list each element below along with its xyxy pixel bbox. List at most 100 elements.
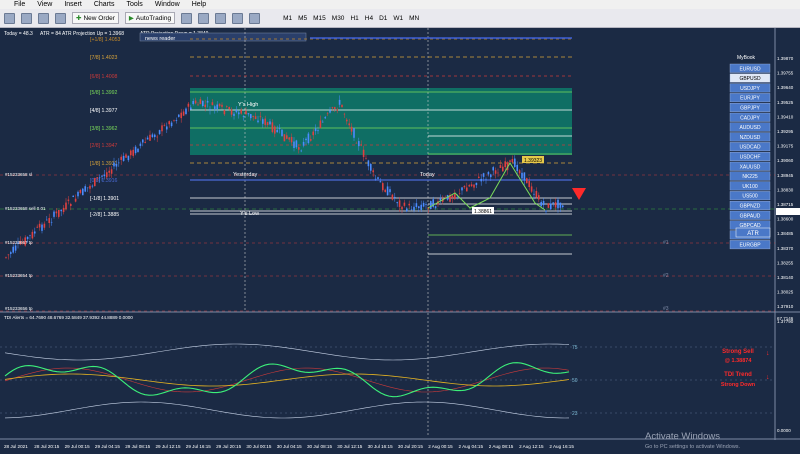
icon[interactable] <box>55 12 66 24</box>
signal-line <box>4 367 570 393</box>
rsi-line <box>4 362 570 398</box>
symbol-button[interactable] <box>729 83 771 93</box>
symbol-button[interactable] <box>729 171 771 181</box>
symbol-button[interactable] <box>729 73 771 83</box>
candle-body <box>72 195 74 198</box>
symbol-button[interactable] <box>729 191 771 201</box>
watermark-title: Activate Windows <box>645 431 720 442</box>
symbol-button[interactable] <box>729 142 771 152</box>
candle-body <box>120 156 122 160</box>
candle-body <box>401 206 403 210</box>
symbol-label[interactable]: USDCHF <box>740 155 761 161</box>
menu-item[interactable]: Help <box>191 1 207 8</box>
symbol-label[interactable]: NZDUSD <box>740 135 761 141</box>
price-tick: 1.39525 <box>777 100 794 105</box>
timeframe[interactable]: W1 <box>393 14 404 22</box>
symbol-label[interactable]: GBPJPY <box>740 106 760 112</box>
symbol-button[interactable] <box>729 132 771 142</box>
symbol-label[interactable]: USDCAD <box>739 145 761 151</box>
symbol-button[interactable] <box>729 181 771 191</box>
candle-body <box>158 130 161 134</box>
timeframe[interactable]: M1 <box>283 14 293 22</box>
timeframe[interactable]: H4 <box>364 14 374 22</box>
candle-body <box>538 195 540 200</box>
icon[interactable] <box>21 12 32 24</box>
symbol-label[interactable]: UK100 <box>742 184 758 190</box>
timeframe[interactable]: M15 <box>313 14 326 22</box>
icon[interactable] <box>249 12 261 24</box>
candle-body <box>166 126 168 130</box>
symbol-button[interactable] <box>729 161 771 171</box>
autotrading-button[interactable]: ▶ AutoTrading <box>124 12 176 24</box>
candle-body <box>283 134 286 142</box>
menu-item[interactable]: Charts <box>93 1 115 8</box>
symbol-button[interactable] <box>729 93 771 103</box>
candle-body <box>523 172 526 181</box>
symbol-button[interactable] <box>729 240 771 250</box>
candle-body <box>269 121 271 125</box>
symbol-label[interactable]: US500 <box>742 194 758 200</box>
candle-body <box>103 174 106 177</box>
new-order-button[interactable]: ✚ New Order <box>72 12 119 24</box>
symbol-label[interactable]: GBPCAD <box>739 223 761 229</box>
candle-body <box>490 174 492 178</box>
symbol-label[interactable]: CADJPY <box>740 115 760 121</box>
symbol-label[interactable]: XAUUSD <box>740 164 761 170</box>
symbol-button[interactable] <box>729 102 771 112</box>
symbol-button[interactable] <box>729 112 771 122</box>
symbol-label[interactable]: GBPNZD <box>740 204 761 210</box>
candle-body <box>346 119 348 122</box>
candle-body <box>458 193 461 194</box>
atr-label[interactable]: ATR <box>747 231 759 237</box>
atr-button[interactable] <box>735 227 771 238</box>
symbol-button[interactable] <box>729 200 771 210</box>
menu-item[interactable]: File <box>14 1 26 8</box>
timeframe[interactable]: M30 <box>331 14 345 22</box>
symbol-label[interactable]: EURJPY <box>740 96 760 102</box>
menu-item[interactable]: Insert <box>64 1 82 8</box>
symbol-button[interactable] <box>729 122 771 132</box>
symbol-label[interactable]: EURUSD <box>739 66 761 72</box>
menu-item[interactable]: View <box>37 1 53 8</box>
candle-body <box>322 121 324 123</box>
candle-body <box>293 141 295 148</box>
symbol-label[interactable]: NK225 <box>742 174 758 180</box>
y-range-zone <box>190 88 572 155</box>
symbol-label[interactable]: EURGBP <box>739 243 761 249</box>
candle-body <box>254 116 257 119</box>
menu-item[interactable]: Tools <box>126 1 143 8</box>
time-tick: 30 Jul 20:15 <box>398 444 423 449</box>
symbol-button[interactable] <box>729 63 771 73</box>
icon[interactable] <box>4 12 15 24</box>
indicator-title: TDI Alerts = 64.7690 48.6769 32.5849 37.… <box>4 315 133 320</box>
symbol-label[interactable]: USDJPY <box>740 86 760 92</box>
timeframe[interactable]: MN <box>409 14 420 22</box>
candle-body <box>403 202 406 206</box>
icon[interactable] <box>198 12 210 24</box>
candle-body <box>307 133 310 144</box>
price-tick: 1.38600 <box>777 217 794 222</box>
price-tick: 1.39640 <box>777 85 794 90</box>
symbol-button[interactable] <box>729 210 771 220</box>
icon[interactable] <box>215 12 227 24</box>
symbol-label[interactable]: GBPUSD <box>739 76 761 82</box>
candle-body <box>204 104 206 108</box>
menu-item[interactable]: Window <box>154 1 180 8</box>
icon[interactable] <box>181 12 193 24</box>
order-label: #15233656 tp <box>5 306 33 311</box>
icon[interactable] <box>38 12 49 24</box>
candle-body <box>125 154 127 158</box>
icon[interactable] <box>232 12 244 24</box>
symbol-label[interactable]: AUDUSD <box>739 125 761 131</box>
timeframe[interactable]: H1 <box>350 14 359 22</box>
timeframe[interactable]: D1 <box>379 14 388 22</box>
symbol-label[interactable]: GBPAUD <box>740 213 761 219</box>
candle-body <box>151 134 154 137</box>
candle-body <box>257 120 259 123</box>
timeframe[interactable]: M5 <box>298 14 308 22</box>
order-label: #15233658 sell 0.01 <box>5 206 46 211</box>
symbol-button[interactable] <box>729 151 771 161</box>
candle-body <box>89 185 91 189</box>
candle-body <box>487 172 490 175</box>
candle-body <box>43 223 46 228</box>
